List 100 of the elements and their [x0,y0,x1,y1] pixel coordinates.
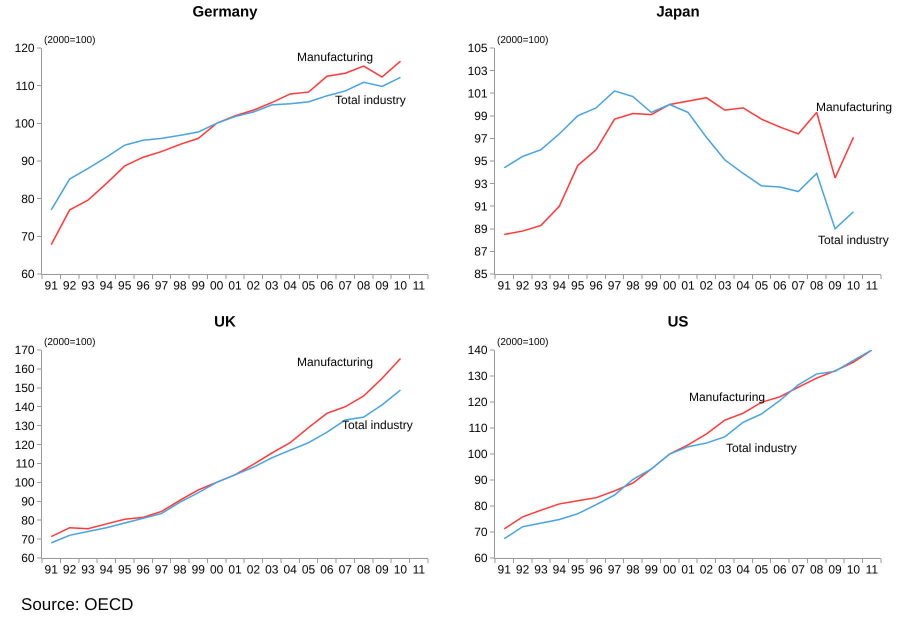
x-tick-label: 93 [81,278,95,292]
y-tick-label: 105 [468,41,488,56]
x-tick-label: 06 [773,278,787,292]
y-axis-title: (2000=100) [497,35,548,46]
y-tick-label: 100 [468,447,488,462]
y-tick-label: 110 [15,78,35,93]
source-note: Source: OECD [21,595,134,614]
y-tick-label: 130 [468,369,488,384]
y-axis-title: (2000=100) [44,337,96,348]
y-tick-label: 91 [474,199,488,214]
x-tick-label: 08 [810,562,824,576]
y-tick-label: 100 [14,116,35,131]
x-tick-label: 11 [412,562,426,576]
y-tick-label: 90 [21,494,35,508]
x-tick-label: 97 [154,278,168,292]
x-tick-label: 03 [718,562,732,576]
x-tick-label: 92 [516,278,530,292]
x-tick-label: 96 [589,562,604,576]
x-tick-label: 03 [718,278,732,292]
x-tick-label: 95 [118,278,132,292]
x-tick-label: 92 [62,278,77,292]
y-tick-label: 60 [21,551,35,566]
y-tick-label: 110 [15,456,35,471]
y-tick-label: 80 [474,499,488,514]
x-tick-label: 01 [681,278,695,292]
x-tick-label: 09 [375,562,390,576]
x-tick-label: 99 [192,278,206,292]
x-tick-label: 00 [662,278,677,292]
x-tick-label: 01 [228,562,242,576]
x-tick-label: 98 [626,278,640,292]
x-tick-label: 93 [534,278,548,292]
y-tick-label: 90 [21,154,35,168]
y-tick-label: 170 [14,343,35,358]
x-tick-label: 03 [265,278,279,292]
x-tick-label: 00 [210,562,224,576]
y-tick-label: 101 [468,86,488,100]
x-tick-label: 93 [81,562,95,576]
y-tick-label: 140 [468,343,488,358]
y-tick-label: 103 [468,64,488,78]
x-tick-label: 99 [644,278,658,292]
x-tick-label: 00 [662,562,677,576]
y-tick-label: 150 [14,381,35,396]
x-tick-label: 03 [265,562,279,576]
x-tick-label: 08 [356,278,371,292]
x-tick-label: 05 [754,278,769,292]
x-tick-label: 06 [773,562,787,576]
x-tick-label: 95 [118,562,132,576]
y-tick-label: 93 [474,176,488,191]
y-tick-label: 80 [21,192,35,206]
x-tick-label: 98 [173,562,187,576]
y-tick-label: 60 [474,551,488,566]
series-label: Total industry [726,441,797,455]
chart-title: US [668,314,688,330]
x-tick-label: 94 [100,278,114,292]
y-axis-title: (2000=100) [44,35,96,46]
x-tick-label: 97 [608,278,622,292]
x-tick-label: 11 [412,278,426,292]
y-tick-label: 99 [474,109,488,123]
y-tick-label: 70 [21,532,35,546]
y-tick-label: 70 [474,525,488,540]
y-tick-label: 110 [468,421,488,436]
x-tick-label: 07 [338,278,352,292]
y-tick-label: 87 [474,244,488,259]
x-tick-label: 98 [626,562,640,576]
y-tick-label: 90 [474,473,488,488]
y-tick-label: 80 [21,513,35,528]
x-tick-label: 97 [154,562,168,576]
x-tick-label: 96 [589,278,604,292]
x-tick-label: 08 [356,562,371,576]
x-tick-label: 09 [828,278,842,292]
x-tick-label: 92 [516,562,530,576]
x-tick-label: 05 [302,278,316,292]
x-tick-label: 94 [552,562,566,576]
chart-title: Germany [192,4,258,20]
x-tick-label: 10 [394,562,408,576]
y-tick-label: 140 [14,400,35,414]
x-tick-label: 05 [302,562,316,576]
x-tick-label: 97 [608,562,622,576]
series-label: Total industry [342,418,413,432]
x-tick-label: 05 [754,562,769,576]
x-tick-label: 94 [100,562,114,576]
x-tick-label: 02 [700,278,714,292]
y-tick-label: 130 [14,418,35,433]
x-tick-label: 07 [338,562,352,576]
x-tick-label: 02 [700,562,714,576]
x-tick-label: 02 [246,278,260,292]
x-tick-label: 09 [828,562,842,576]
x-tick-label: 95 [571,562,585,576]
x-tick-label: 04 [736,562,750,576]
y-tick-label: 120 [14,41,35,56]
x-tick-label: 99 [192,562,206,576]
x-tick-label: 95 [571,278,585,292]
x-tick-label: 93 [534,562,548,576]
y-tick-label: 100 [14,476,35,490]
chart-title: Japan [656,4,700,20]
y-tick-label: 120 [14,438,35,452]
x-tick-label: 91 [498,278,512,292]
y-tick-label: 60 [21,267,35,282]
series-label: Manufacturing [689,390,766,404]
y-axis-title: (2000=100) [497,337,548,348]
